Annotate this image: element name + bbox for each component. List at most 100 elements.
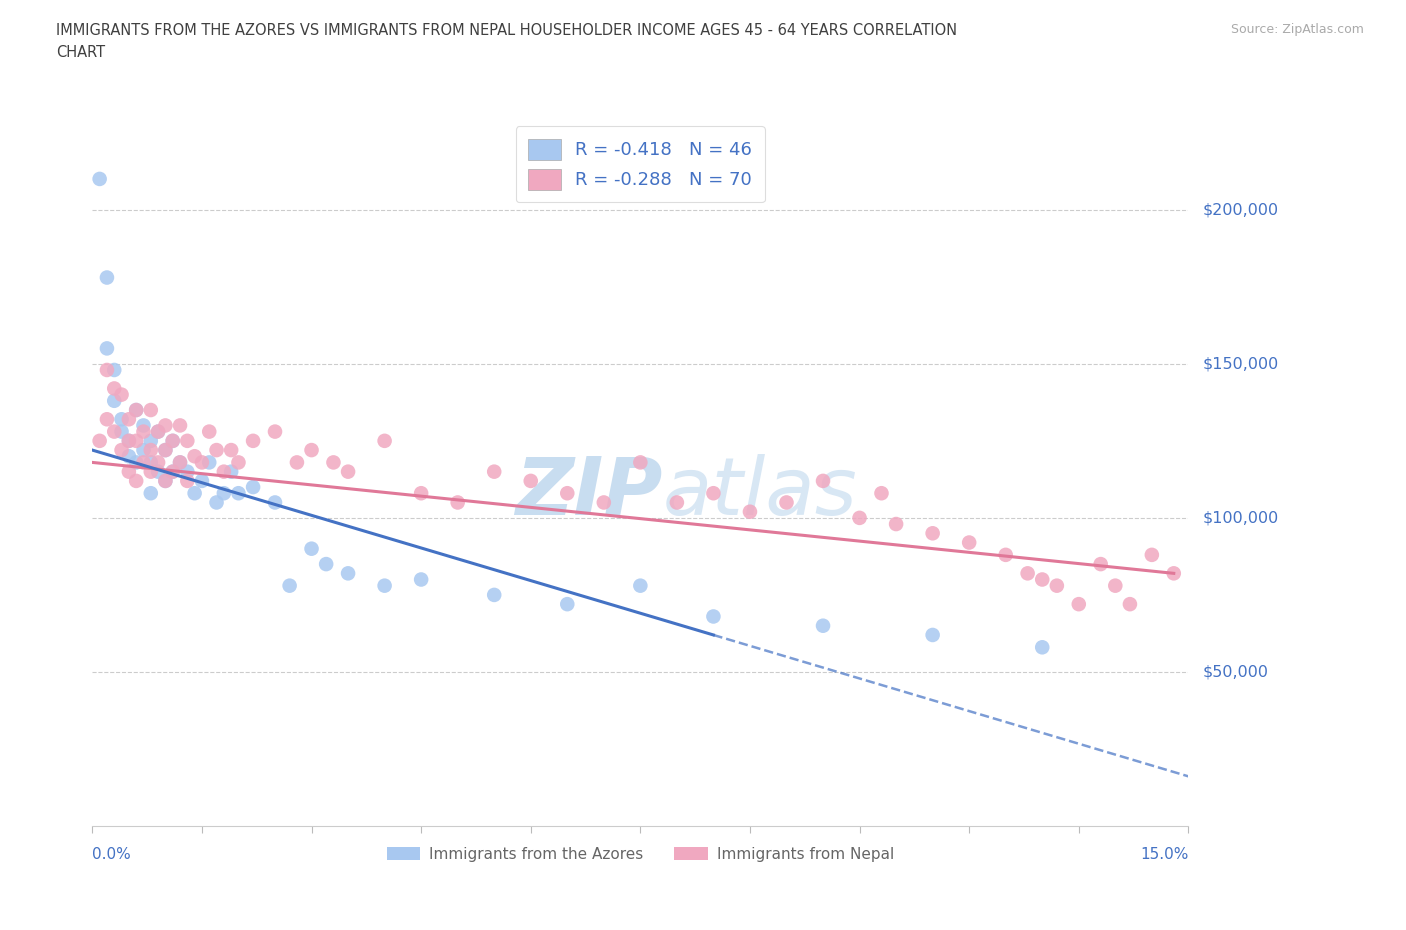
Point	[921, 525, 943, 540]
Point	[1067, 597, 1090, 612]
Point	[278, 578, 301, 593]
Point	[162, 433, 184, 448]
Point	[139, 464, 162, 479]
Point	[125, 403, 148, 418]
Text: 0.0%: 0.0%	[93, 847, 131, 862]
Point	[628, 455, 651, 470]
Point	[191, 473, 214, 488]
Point	[219, 443, 242, 458]
Point	[264, 424, 287, 439]
Point	[89, 433, 111, 448]
Point	[139, 433, 162, 448]
Point	[146, 455, 169, 470]
Point	[374, 433, 396, 448]
Point	[132, 424, 155, 439]
Point	[125, 403, 148, 418]
Point	[176, 433, 198, 448]
Point	[89, 171, 111, 186]
Legend: Immigrants from the Azores, Immigrants from Nepal: Immigrants from the Azores, Immigrants f…	[381, 841, 900, 868]
Point	[315, 557, 337, 572]
Point	[118, 412, 141, 427]
Point	[301, 443, 323, 458]
Point	[870, 485, 893, 500]
Point	[169, 455, 191, 470]
Point	[183, 449, 205, 464]
Point	[155, 443, 177, 458]
Point	[592, 495, 614, 510]
Point	[228, 455, 250, 470]
Point	[1017, 565, 1039, 580]
Point	[1140, 548, 1163, 563]
Point	[957, 535, 980, 550]
Point	[555, 485, 578, 500]
Point	[103, 424, 125, 439]
Point	[1090, 557, 1112, 572]
Point	[139, 485, 162, 500]
Point	[884, 516, 907, 531]
Point	[301, 541, 323, 556]
Point	[96, 363, 118, 378]
Point	[322, 455, 344, 470]
Point	[264, 495, 287, 510]
Point	[103, 393, 125, 408]
Point	[337, 565, 360, 580]
Text: $100,000: $100,000	[1202, 511, 1278, 525]
Point	[118, 449, 141, 464]
Point	[103, 381, 125, 396]
Text: atlas: atlas	[662, 454, 858, 532]
Text: $200,000: $200,000	[1202, 202, 1278, 218]
Point	[1031, 640, 1053, 655]
Point	[139, 443, 162, 458]
Point	[125, 433, 148, 448]
Point	[118, 464, 141, 479]
Point	[411, 572, 433, 587]
Point	[242, 433, 264, 448]
Point	[146, 464, 169, 479]
Point	[811, 473, 834, 488]
Point	[176, 473, 198, 488]
Point	[139, 403, 162, 418]
Text: ZIP: ZIP	[515, 454, 662, 532]
Point	[162, 464, 184, 479]
Point	[994, 548, 1017, 563]
Point	[811, 618, 834, 633]
Text: $150,000: $150,000	[1202, 356, 1278, 371]
Point	[1031, 572, 1053, 587]
Point	[665, 495, 688, 510]
Point	[169, 418, 191, 432]
Point	[132, 418, 155, 432]
Point	[242, 480, 264, 495]
Point	[183, 485, 205, 500]
Text: CHART: CHART	[56, 45, 105, 60]
Point	[146, 424, 169, 439]
Point	[132, 455, 155, 470]
Point	[96, 270, 118, 285]
Point	[702, 609, 724, 624]
Point	[132, 443, 155, 458]
Point	[848, 511, 870, 525]
Point	[447, 495, 470, 510]
Point	[285, 455, 308, 470]
Point	[96, 412, 118, 427]
Point	[155, 443, 177, 458]
Point	[125, 455, 148, 470]
Point	[155, 473, 177, 488]
Point	[110, 443, 132, 458]
Point	[205, 443, 228, 458]
Point	[775, 495, 797, 510]
Point	[169, 455, 191, 470]
Point	[146, 424, 169, 439]
Point	[519, 473, 541, 488]
Point	[191, 455, 214, 470]
Point	[555, 597, 578, 612]
Point	[96, 341, 118, 356]
Point	[110, 412, 132, 427]
Point	[125, 473, 148, 488]
Point	[921, 628, 943, 643]
Text: $50,000: $50,000	[1202, 664, 1268, 680]
Point	[162, 464, 184, 479]
Text: Source: ZipAtlas.com: Source: ZipAtlas.com	[1230, 23, 1364, 36]
Point	[176, 464, 198, 479]
Point	[110, 387, 132, 402]
Point	[1119, 597, 1142, 612]
